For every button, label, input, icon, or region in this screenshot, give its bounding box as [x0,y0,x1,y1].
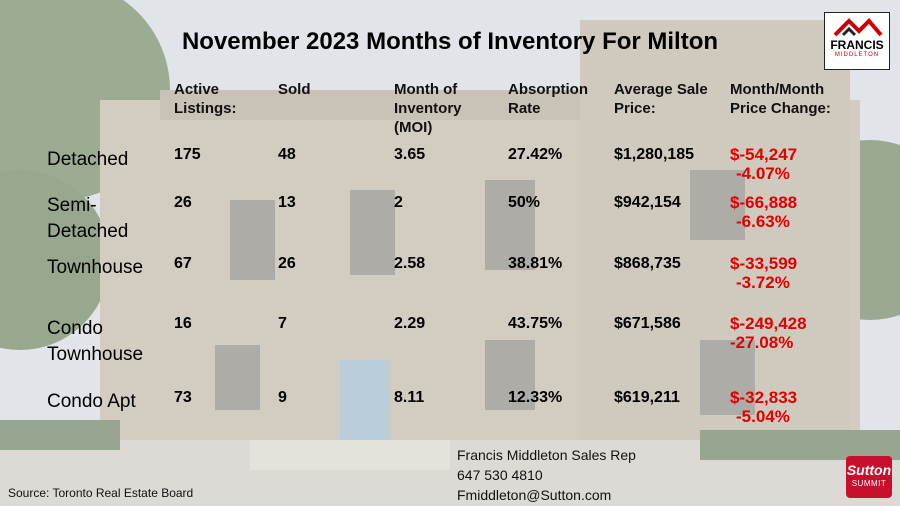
header-sold: Sold [278,81,311,98]
header-absorption-rate: Absorption Rate [508,81,588,117]
cell-absorption: 50% [508,194,541,211]
row-label-townhouse: Townhouse [47,257,144,278]
header-average-sale-price: Average Sale Price: [614,81,708,117]
cell-change-pct: -5.04% [736,407,790,426]
cell-absorption: 27.42% [508,146,563,163]
row-label-semi-detached: Semi- Detached [47,195,129,242]
sutton-summit-logo: Sutton SUMMIT [846,456,892,498]
logo-subname: MIDDLETON [834,52,880,58]
cell-active: 67 [174,255,192,272]
cell-active: 175 [174,146,201,163]
cell-absorption: 43.75% [508,315,563,332]
cell-change-amount: $-32,833 [730,388,798,407]
cell-change-pct: -4.07% [736,164,790,183]
cell-sold: 9 [278,389,287,406]
cell-absorption: 38.81% [508,255,563,272]
cell-moi: 8.11 [394,389,425,406]
cell-moi: 2 [394,194,403,211]
cell-moi: 2.58 [394,255,426,272]
sutton-wordmark: Sutton [846,462,892,478]
cell-sold: 26 [278,255,296,272]
house-roof-icon [833,18,883,37]
cell-change-amount: $-33,599 [730,254,798,273]
cell-active: 73 [174,389,192,406]
contact-phone: 647 530 4810 [457,467,543,483]
cell-avg-price: $942,154 [614,194,681,211]
row-label-condo-townhouse: Condo Townhouse [47,318,144,365]
cell-active: 16 [174,315,192,332]
cell-change-pct: -6.63% [736,212,790,231]
cell-avg-price: $619,211 [614,389,680,406]
summit-wordmark: SUMMIT [851,479,887,488]
contact-name: Francis Middleton Sales Rep [457,447,636,463]
cell-sold: 48 [278,146,296,163]
cell-sold: 13 [278,194,296,211]
cell-change-amount: $-249,428 [730,314,807,333]
row-label-condo-apt: Condo Apt [47,391,136,412]
contact-email[interactable]: Fmiddleton@Sutton.com [457,487,612,503]
logo-name: FRANCIS [830,38,884,52]
row-label-detached: Detached [47,149,129,170]
cell-moi: 2.29 [394,315,426,332]
cell-change-amount: $-54,247 [730,145,798,164]
cell-change-pct: -27.08% [730,333,794,352]
page-title: November 2023 Months of Inventory For Mi… [181,28,719,55]
cell-avg-price: $671,586 [614,315,681,332]
cell-sold: 7 [278,315,287,332]
cell-change-amount: $-66,888 [730,193,798,212]
cell-absorption: 12.33% [508,389,563,406]
cell-active: 26 [174,194,192,211]
source-note: Source: Toronto Real Estate Board [8,486,194,500]
cell-avg-price: $1,280,185 [614,146,695,163]
cell-moi: 3.65 [394,146,426,163]
francis-middleton-logo: FRANCIS MIDDLETON [824,12,890,70]
header-month-month-change: Month/Month Price Change: [730,81,831,117]
cell-change-pct: -3.72% [736,273,790,292]
header-moi: Month of Inventory (MOI) [394,81,462,136]
cell-avg-price: $868,735 [614,255,681,272]
header-active-listings: Active Listings: [174,81,237,117]
